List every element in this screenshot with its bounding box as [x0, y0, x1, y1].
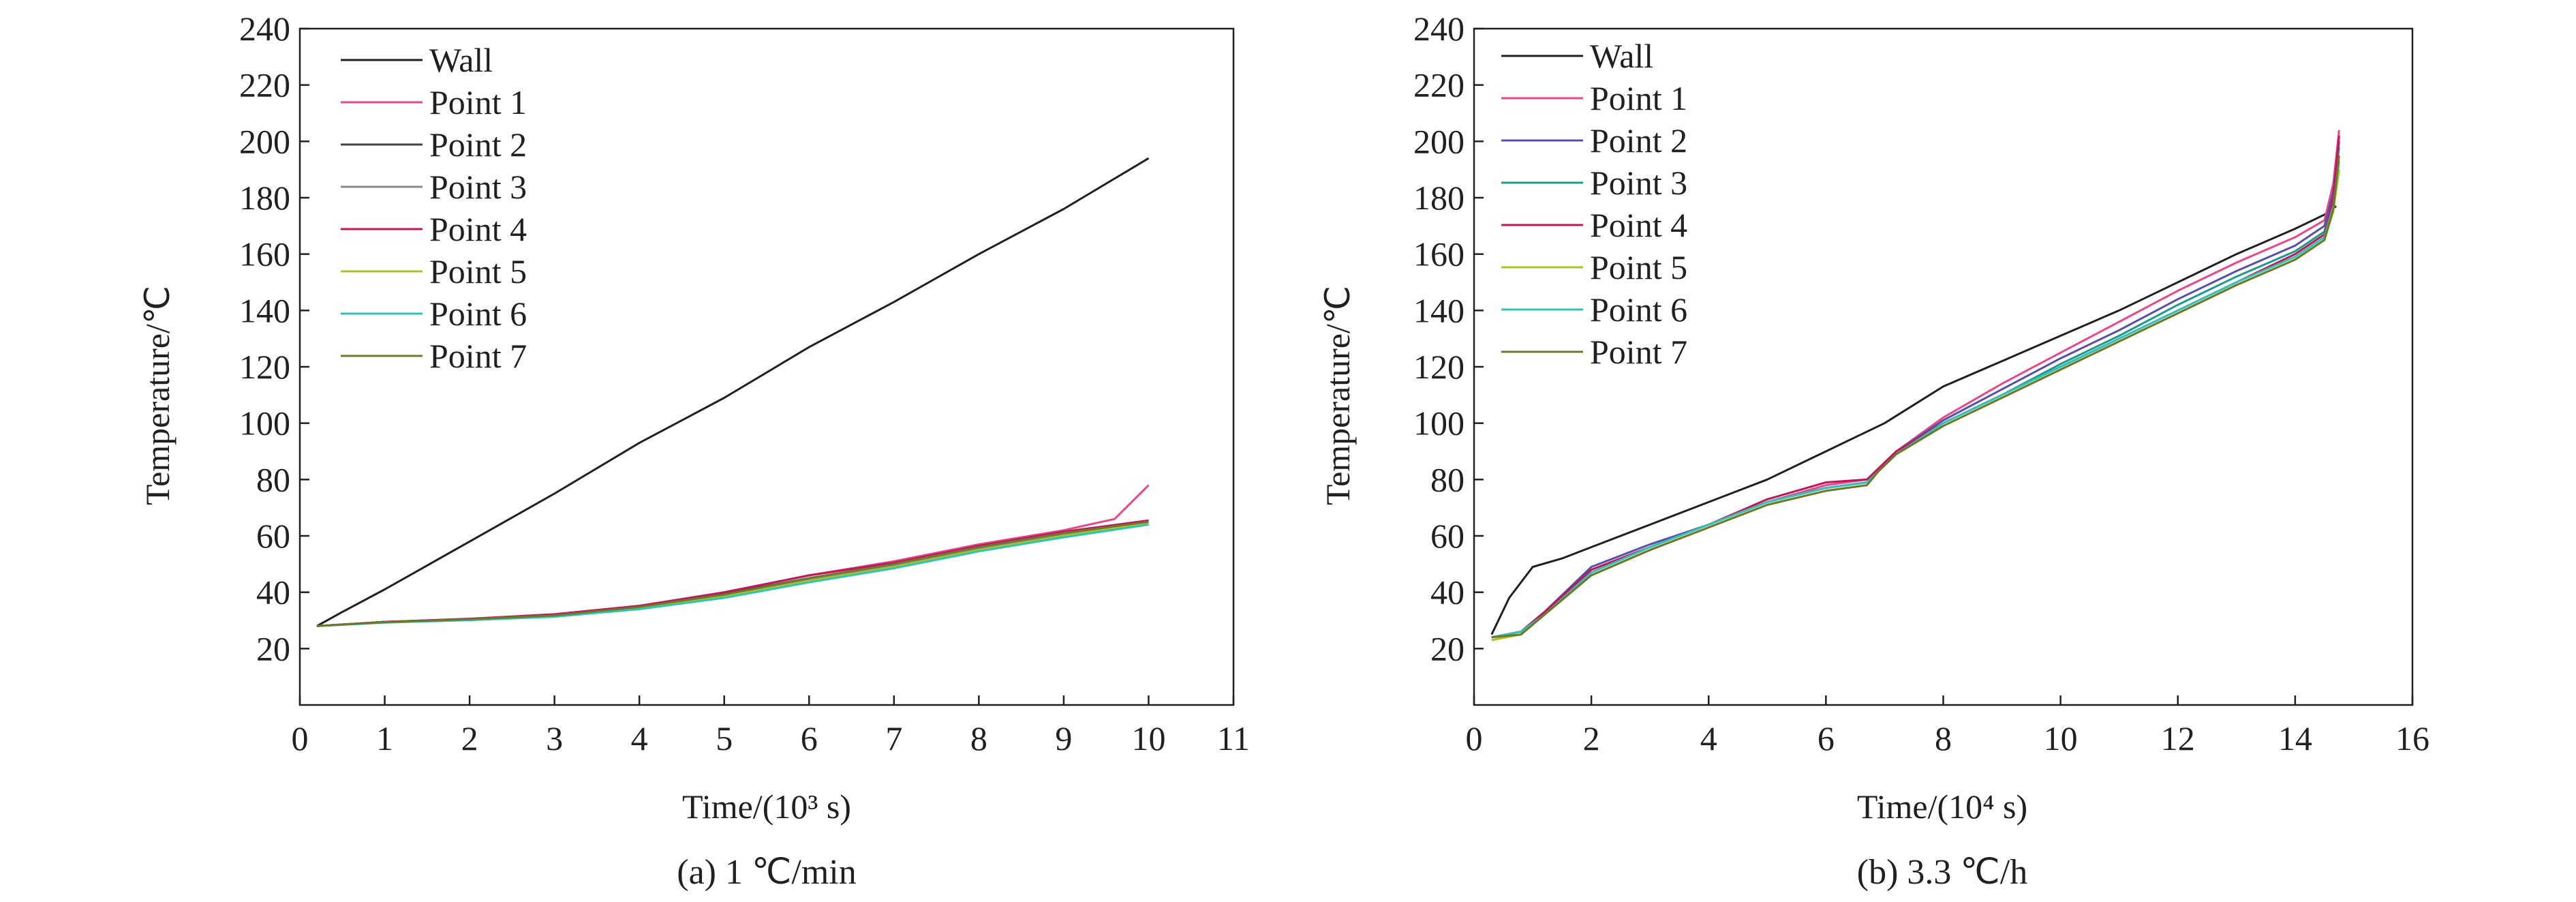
x-tick-label: 0	[292, 719, 309, 757]
series-line-7	[1491, 155, 2340, 639]
x-tick-label: 2	[461, 719, 478, 757]
y-tick-label: 180	[239, 179, 290, 217]
x-tick-label: 6	[1818, 719, 1835, 757]
x-tick-label: 12	[2161, 719, 2195, 757]
legend-label: Wall	[1590, 37, 1653, 75]
legend-label: Point 3	[429, 168, 527, 206]
x-tick-label: 6	[801, 719, 818, 757]
legend-label: Point 6	[429, 295, 527, 333]
y-tick-label: 20	[256, 629, 290, 667]
legend-label: Point 7	[429, 337, 527, 375]
y-tick-label: 120	[1413, 348, 1465, 386]
y-tick-label: 160	[239, 235, 290, 273]
series-line-4	[1491, 135, 2340, 639]
y-tick-label: 140	[239, 291, 290, 329]
legend-label: Point 1	[429, 83, 527, 121]
x-tick-label: 10	[2044, 719, 2078, 757]
x-tick-label: 7	[885, 719, 902, 757]
panel-caption: (b) 3.3 ℃/h	[1857, 853, 2027, 892]
legend-label: Point 7	[1590, 333, 1687, 371]
legend-label: Point 5	[1590, 248, 1687, 286]
panel-a-chart: Temperature/℃ Time/(10³ s) (a) 1 ℃/min 0…	[138, 10, 1250, 892]
panel-b-chart: Temperature/℃ Time/(10⁴ s) (b) 3.3 ℃/h 0…	[1319, 10, 2429, 892]
x-tick-label: 9	[1055, 719, 1072, 757]
series-line-0	[1490, 205, 2337, 635]
x-axis-label: Time/(10⁴ s)	[1857, 787, 2027, 826]
legend-label: Point 2	[1590, 121, 1687, 160]
y-tick-label: 180	[1413, 179, 1465, 217]
legend-label: Point 5	[429, 252, 527, 290]
legend-label: Point 1	[1590, 79, 1687, 117]
x-tick-label: 3	[546, 719, 563, 757]
y-tick-label: 40	[1430, 573, 1465, 612]
y-tick-label: 140	[1413, 291, 1465, 329]
x-tick-label: 16	[2395, 719, 2429, 757]
x-tick-label: 1	[376, 719, 393, 757]
y-tick-label: 200	[1413, 122, 1465, 160]
x-tick-label: 4	[1700, 719, 1717, 757]
y-tick-label: 120	[239, 348, 290, 386]
y-axis-label: Temperature/℃	[138, 286, 177, 505]
y-tick-label: 220	[239, 66, 290, 104]
x-tick-label: 2	[1583, 719, 1600, 757]
y-axis-label: Temperature/℃	[1319, 286, 1357, 505]
y-tick-label: 60	[256, 517, 290, 555]
x-tick-label: 8	[970, 719, 987, 757]
x-tick-label: 14	[2278, 719, 2312, 757]
series-line-0	[316, 157, 1150, 627]
legend-label: Wall	[429, 41, 493, 79]
legend-label: Point 6	[1590, 290, 1687, 329]
legend-label: Point 2	[429, 125, 527, 164]
x-axis-label: Time/(10³ s)	[682, 787, 851, 826]
y-tick-label: 100	[239, 404, 290, 442]
x-tick-label: 0	[1466, 719, 1483, 757]
x-tick-label: 4	[631, 719, 648, 757]
legend-label: Point 4	[429, 210, 527, 248]
y-tick-label: 160	[1413, 235, 1465, 273]
y-tick-label: 240	[239, 10, 290, 48]
y-tick-label: 20	[1430, 629, 1465, 667]
x-tick-label: 11	[1217, 719, 1250, 757]
legend-label: Point 3	[1590, 164, 1687, 202]
y-tick-label: 80	[1430, 460, 1465, 498]
legend-label: Point 4	[1590, 206, 1687, 244]
y-tick-label: 240	[1413, 10, 1465, 48]
series-line-1	[316, 484, 1150, 627]
y-tick-label: 80	[256, 460, 290, 498]
y-tick-label: 40	[256, 573, 290, 612]
y-tick-label: 60	[1430, 517, 1465, 555]
y-tick-label: 220	[1413, 66, 1465, 104]
series-line-7	[316, 520, 1149, 627]
panel-caption: (a) 1 ℃/min	[677, 853, 856, 892]
x-tick-label: 8	[1935, 719, 1952, 757]
y-tick-label: 200	[239, 122, 290, 160]
x-tick-label: 5	[716, 719, 733, 757]
y-tick-label: 100	[1413, 404, 1465, 442]
x-tick-label: 10	[1131, 719, 1165, 757]
